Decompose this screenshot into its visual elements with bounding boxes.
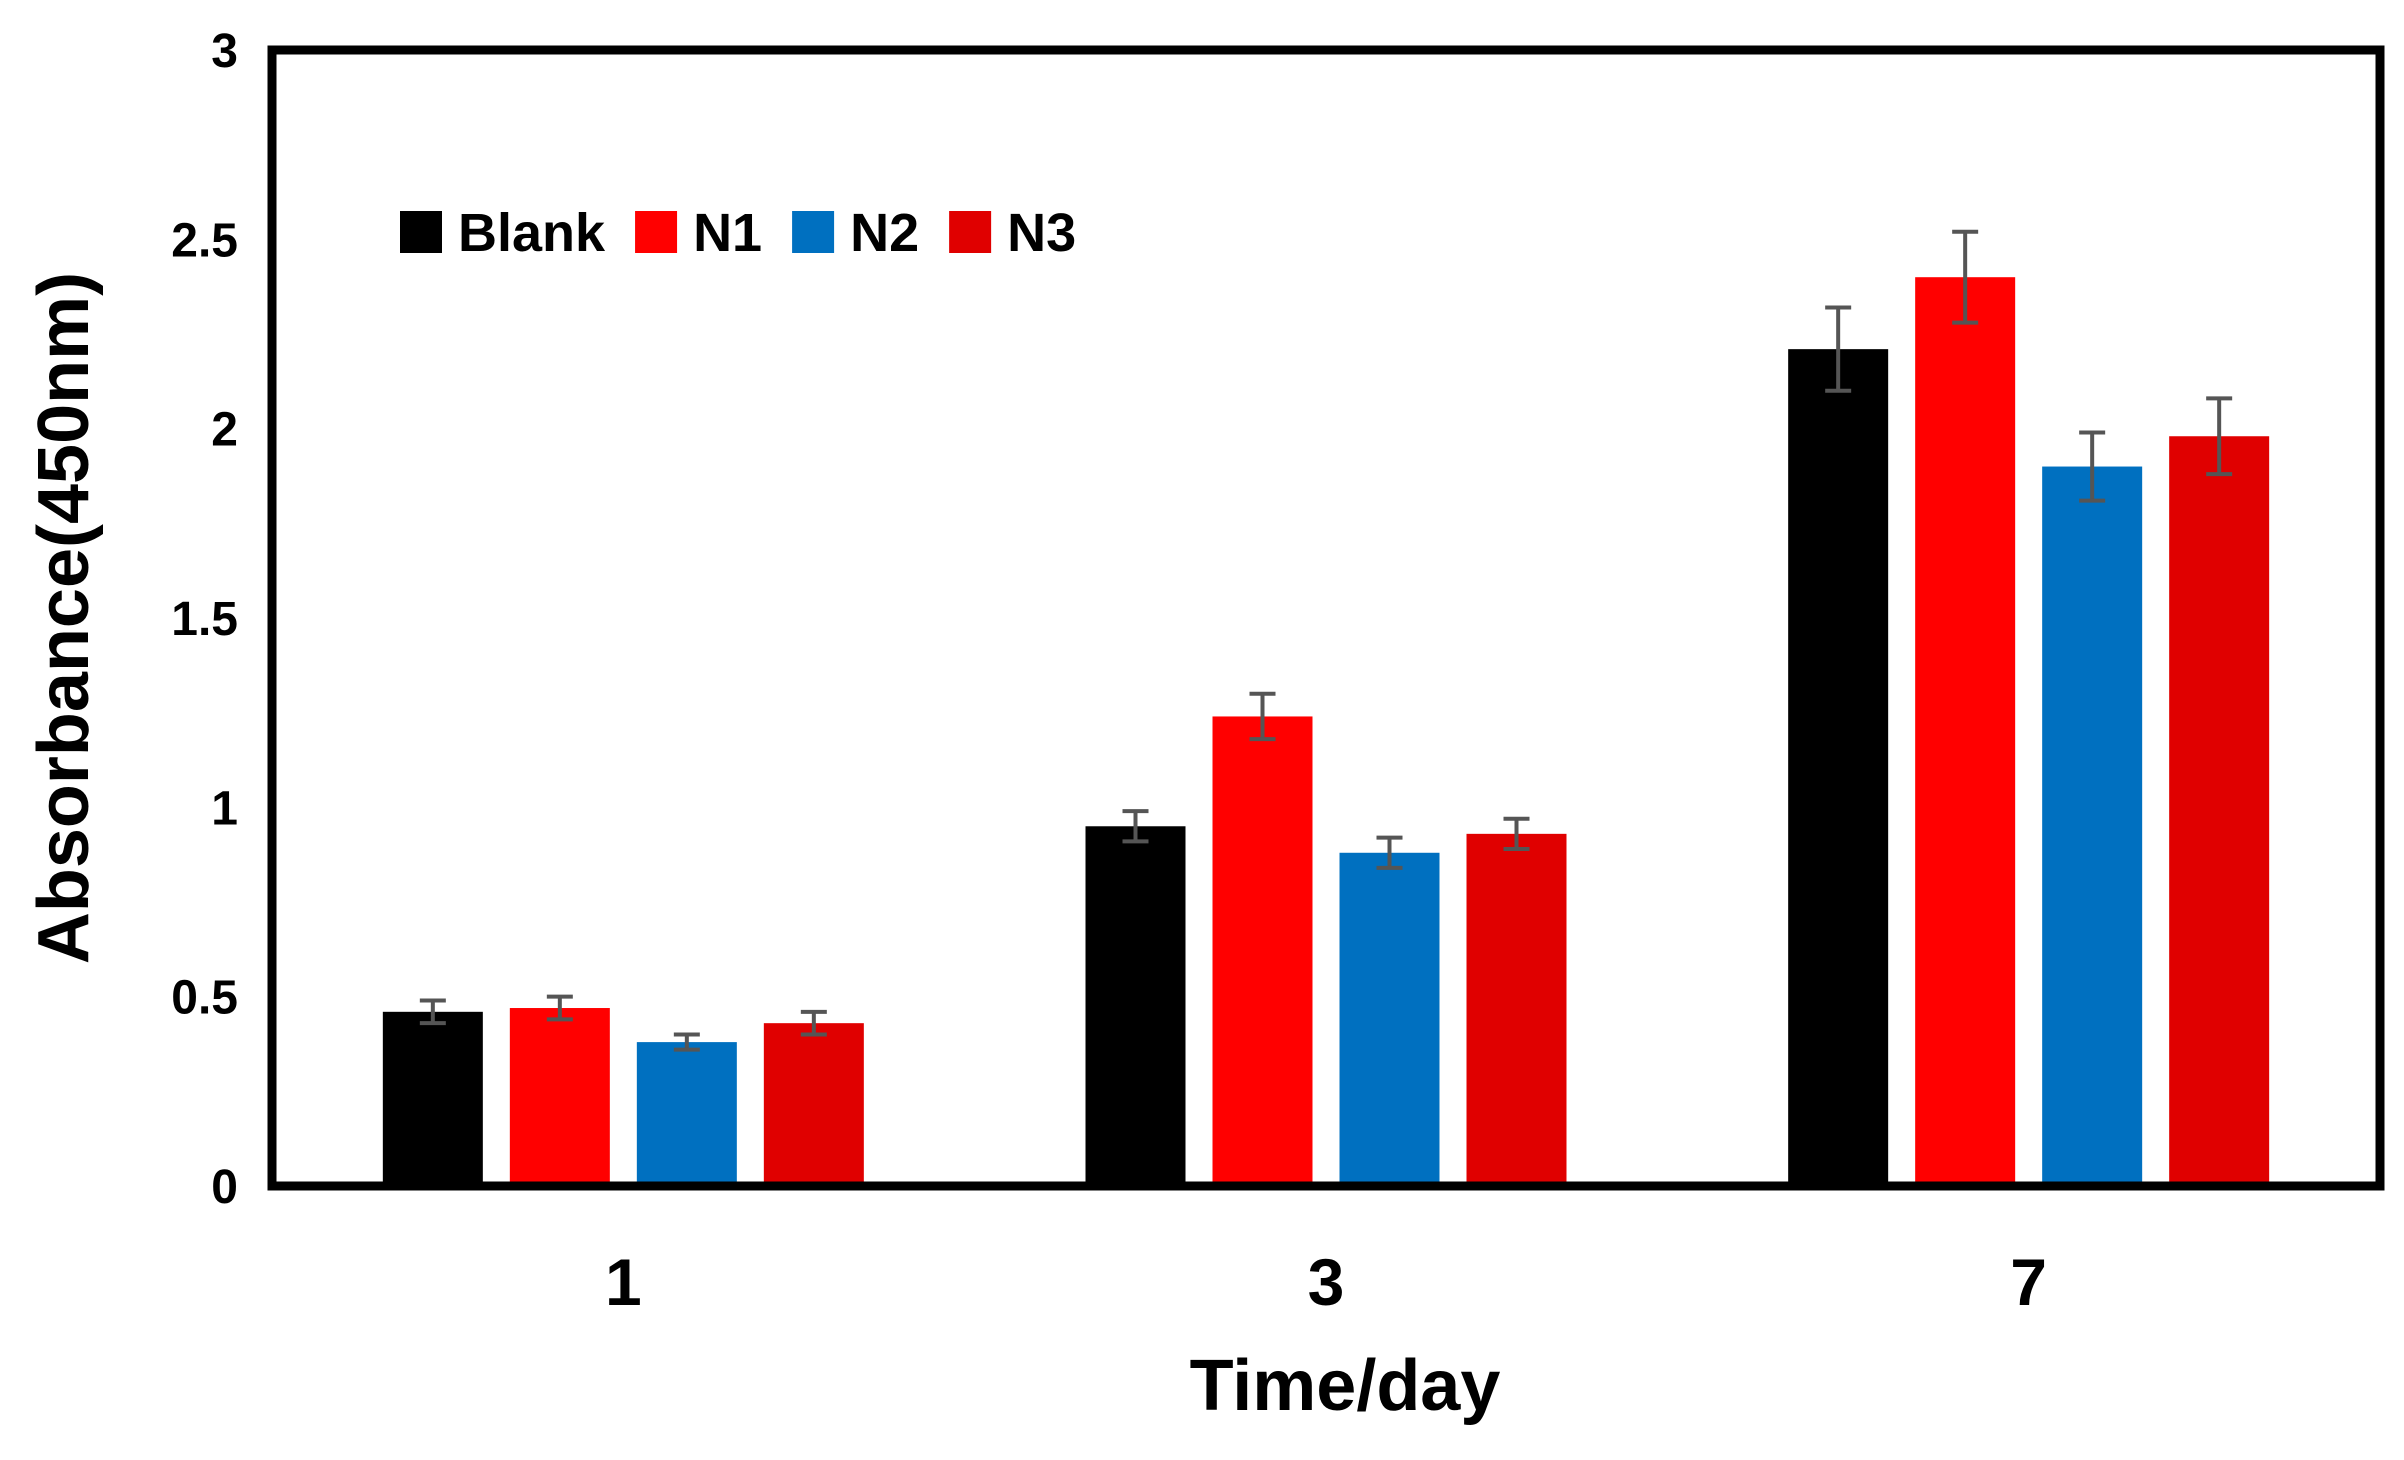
legend-swatch [635, 211, 678, 253]
legend-item-blank: Blank [400, 203, 606, 263]
y-axis-ticks: 0 0.5 1 1.5 2 2.5 3 [171, 25, 238, 1214]
y-tick-label: 0 [211, 1161, 238, 1214]
bar-n1-day-3 [1212, 716, 1313, 1186]
y-tick-label: 1 [211, 782, 238, 835]
x-axis-title: Time/day [1190, 1346, 1501, 1426]
y-tick-label: 1.5 [171, 593, 238, 646]
bar-n2-day-7 [2042, 466, 2143, 1186]
bar-blank-day-7 [1788, 349, 1889, 1186]
plot-frame [267, 45, 2385, 1191]
bar-n3-day-7 [2169, 436, 2270, 1186]
legend-label: Blank [458, 203, 606, 263]
error-bar-n2-day-7 [2079, 430, 2106, 503]
bar-n1-day-7 [1915, 277, 2016, 1186]
error-bar-blank-day-1 [419, 998, 446, 1026]
error-bars-layer [419, 229, 2233, 1052]
error-bar-n1-day-7 [1952, 229, 1979, 325]
legend-item-n3: N3 [949, 203, 1076, 263]
bar-n1-day-1 [509, 1008, 610, 1186]
error-bar-n3-day-1 [800, 1009, 827, 1037]
error-bar-blank-day-3 [1122, 809, 1149, 844]
legend-label: N2 [850, 203, 919, 263]
x-category-label: 7 [2010, 1245, 2047, 1319]
y-axis-title: Absorbance(450nm) [24, 272, 104, 964]
error-bar-n3-day-7 [2206, 396, 2233, 477]
bar-blank-day-1 [382, 1011, 483, 1186]
legend-item-n2: N2 [792, 203, 919, 263]
error-bar-n2-day-3 [1376, 835, 1403, 870]
error-bar-blank-day-7 [1825, 305, 1852, 393]
bar-n2-day-1 [636, 1042, 737, 1186]
legend-swatch [400, 211, 442, 253]
legend-swatch [949, 211, 992, 253]
x-axis-categories: 1 3 7 [605, 1245, 2047, 1319]
error-bar-n3-day-3 [1503, 816, 1530, 851]
y-tick-label: 2.5 [171, 214, 238, 267]
legend-item-n1: N1 [635, 203, 762, 263]
bar-n3-day-3 [1466, 833, 1567, 1186]
y-tick-label: 2 [211, 404, 238, 457]
y-tick-label: 3 [211, 25, 238, 78]
bars-layer [382, 277, 2270, 1186]
bar-n2-day-3 [1339, 852, 1440, 1186]
legend-swatch [792, 211, 835, 253]
legend-label: N1 [693, 203, 762, 263]
bar-n3-day-1 [763, 1023, 864, 1186]
error-bar-n1-day-1 [546, 994, 573, 1022]
bar-blank-day-3 [1085, 826, 1186, 1186]
x-category-label: 1 [605, 1245, 642, 1319]
error-bar-n2-day-1 [673, 1032, 700, 1052]
legend-label: N3 [1007, 203, 1076, 263]
legend: Blank N1 N2 N3 [400, 203, 1076, 263]
y-tick-label: 0.5 [171, 972, 238, 1025]
x-category-label: 3 [1308, 1245, 1345, 1319]
error-bar-n1-day-3 [1249, 691, 1276, 742]
